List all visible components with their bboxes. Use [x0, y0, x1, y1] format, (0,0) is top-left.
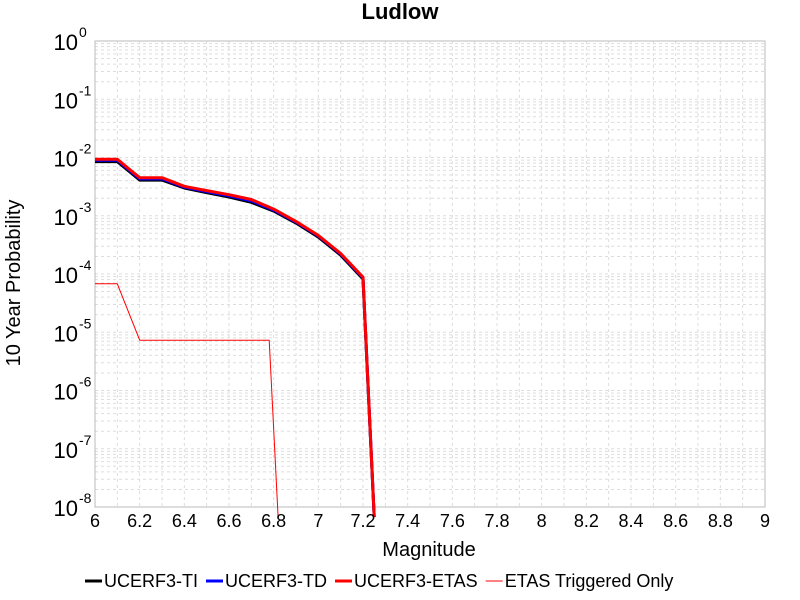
x-tick-label: 7.8 — [484, 511, 509, 531]
y-tick-base: 10 — [54, 496, 78, 521]
legend-label: ETAS Triggered Only — [505, 571, 674, 591]
legend-item: UCERF3-TD — [206, 571, 327, 591]
plot-area — [94, 40, 766, 508]
y-tick-base: 10 — [54, 88, 78, 113]
grid-lines — [94, 41, 766, 508]
y-tick-exponent: -6 — [79, 374, 92, 390]
x-axis-ticks: 6 6.2 6.4 6.6 6.8 7 7.2 7.4 7.6 7.8 8 8.2 8.4 8.6 8.8 9 — [90, 511, 770, 531]
y-tick: 10 0 — [54, 24, 87, 55]
y-axis-label: 10 Year Probability — [3, 200, 25, 367]
y-tick-exponent: -8 — [79, 490, 92, 506]
y-tick-base: 10 — [54, 321, 78, 346]
legend-item: ETAS Triggered Only — [485, 571, 674, 591]
y-tick: 10 -6 — [54, 374, 92, 405]
y-tick-base: 10 — [54, 263, 78, 288]
y-tick-exponent: -3 — [79, 199, 92, 215]
x-tick-label: 7.4 — [395, 511, 420, 531]
x-tick-label: 6.6 — [216, 511, 241, 531]
x-tick-label: 6 — [90, 511, 100, 531]
y-tick: 10 -3 — [54, 199, 92, 230]
series-layer — [95, 157, 376, 517]
x-tick-label: 7 — [313, 511, 323, 531]
y-tick-exponent: -2 — [79, 141, 92, 157]
x-tick-label: 6.4 — [172, 511, 197, 531]
y-tick: 10 -5 — [54, 315, 92, 346]
y-tick-exponent: -1 — [79, 82, 92, 98]
y-tick: 10 -8 — [54, 490, 92, 521]
legend-item: UCERF3-TI — [85, 571, 198, 591]
x-tick-label: 8.8 — [708, 511, 733, 531]
y-tick-base: 10 — [54, 438, 78, 463]
legend-label: UCERF3-ETAS — [354, 571, 478, 591]
x-tick-label: 6.8 — [261, 511, 286, 531]
x-axis-label: Magnitude — [382, 539, 475, 561]
legend-item: UCERF3-ETAS — [335, 571, 478, 591]
y-tick: 10 -1 — [54, 82, 92, 113]
y-tick-exponent: 0 — [79, 24, 87, 40]
y-tick: 10 -4 — [54, 257, 92, 288]
legend-label: UCERF3-TI — [104, 571, 198, 591]
x-tick-label: 8.6 — [663, 511, 688, 531]
x-tick-label: 6.2 — [127, 511, 152, 531]
series-line-ucerf3-ti — [95, 160, 376, 517]
y-tick-base: 10 — [54, 147, 78, 172]
series-line-ucerf3-etas — [95, 157, 376, 517]
x-tick-label: 8 — [537, 511, 547, 531]
y-tick: 10 -7 — [54, 432, 92, 463]
y-tick-base: 10 — [54, 30, 78, 55]
y-tick-exponent: -5 — [79, 315, 92, 331]
x-tick-label: 7.6 — [440, 511, 465, 531]
series-line-ucerf3-td — [95, 158, 376, 517]
y-tick-base: 10 — [54, 205, 78, 230]
x-tick-label: 8.2 — [574, 511, 599, 531]
legend-label: UCERF3-TD — [225, 571, 327, 591]
legend: UCERF3-TI UCERF3-TD UCERF3-ETAS ETAS Trigge… — [85, 571, 673, 591]
series-line-etas-triggered-only — [95, 283, 279, 517]
y-tick: 10 -2 — [54, 141, 92, 172]
chart-title: Ludlow — [362, 0, 440, 24]
y-tick-base: 10 — [54, 380, 78, 405]
x-tick-label: 7.2 — [350, 511, 375, 531]
y-tick-exponent: -7 — [79, 432, 92, 448]
y-tick-exponent: -4 — [79, 257, 92, 273]
x-tick-label: 9 — [760, 511, 770, 531]
x-tick-label: 8.4 — [618, 511, 643, 531]
